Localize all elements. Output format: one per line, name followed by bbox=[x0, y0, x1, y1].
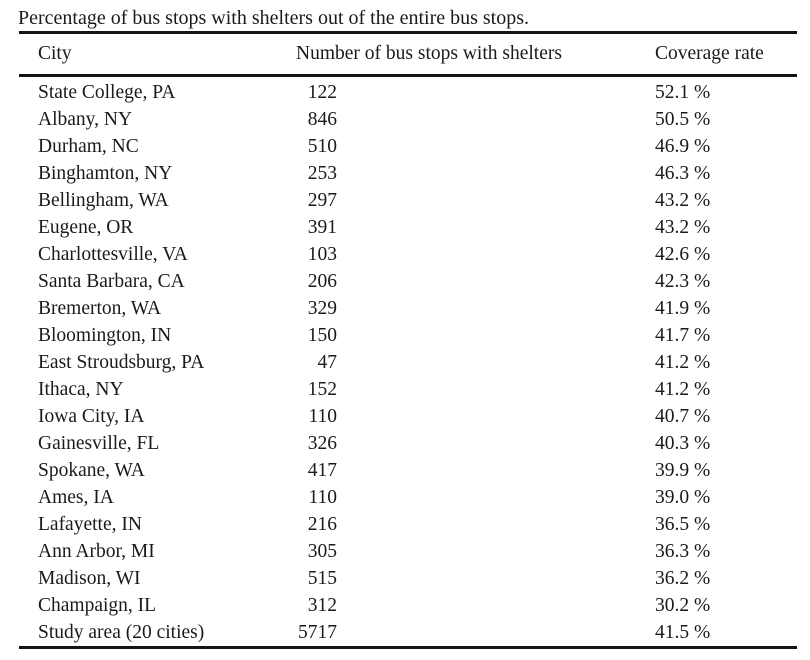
table-row: Iowa City, IA 110 40.7 % bbox=[19, 403, 797, 430]
coverage-rate-cell: 42.3 % bbox=[655, 271, 711, 292]
city-cell: Madison, WI bbox=[38, 568, 141, 589]
table-row: Spokane, WA 417 39.9 % bbox=[19, 457, 797, 484]
city-cell: Binghamton, NY bbox=[38, 163, 173, 184]
column-header-city: City bbox=[38, 43, 72, 64]
table-row: Durham, NC 510 46.9 % bbox=[19, 133, 797, 160]
coverage-rate-cell: 40.3 % bbox=[655, 433, 711, 454]
coverage-rate-cell: 36.3 % bbox=[655, 541, 711, 562]
coverage-rate-cell: 42.6 % bbox=[655, 244, 711, 265]
shelters-count-cell: 216 bbox=[307, 514, 337, 535]
city-cell: Lafayette, IN bbox=[38, 514, 142, 535]
table-body: State College, PA 122 52.1 % Albany, NY … bbox=[19, 79, 797, 646]
table-row: Binghamton, NY 253 46.3 % bbox=[19, 160, 797, 187]
table-row: Bloomington, IN 150 41.7 % bbox=[19, 322, 797, 349]
coverage-rate-cell: 41.7 % bbox=[655, 325, 711, 346]
shelters-count-cell: 103 bbox=[307, 244, 337, 265]
shelters-count-cell: 391 bbox=[307, 217, 337, 238]
coverage-rate-cell: 36.2 % bbox=[655, 568, 711, 589]
city-cell: Bremerton, WA bbox=[38, 298, 162, 319]
city-cell: Ames, IA bbox=[38, 487, 114, 508]
shelters-count-cell: 47 bbox=[317, 352, 338, 373]
city-cell: Spokane, WA bbox=[38, 460, 145, 481]
table-header-row: City Number of bus stops with shelters C… bbox=[19, 34, 797, 74]
coverage-rate-cell: 41.5 % bbox=[655, 622, 711, 643]
shelters-count-cell: 152 bbox=[307, 379, 337, 400]
shelters-count-cell: 110 bbox=[308, 406, 337, 427]
city-cell: East Stroudsburg, PA bbox=[38, 352, 205, 373]
shelters-count-cell: 305 bbox=[307, 541, 337, 562]
top-rule bbox=[19, 31, 797, 34]
table-row: Eugene, OR 391 43.2 % bbox=[19, 214, 797, 241]
table-row: State College, PA 122 52.1 % bbox=[19, 79, 797, 106]
coverage-rate-cell: 46.9 % bbox=[655, 136, 711, 157]
coverage-rate-cell: 52.1 % bbox=[655, 82, 711, 103]
header-rule bbox=[19, 74, 797, 77]
table-row: Santa Barbara, CA 206 42.3 % bbox=[19, 268, 797, 295]
table-row: Albany, NY 846 50.5 % bbox=[19, 106, 797, 133]
table-row: Ann Arbor, MI 305 36.3 % bbox=[19, 538, 797, 565]
city-cell: Ann Arbor, MI bbox=[38, 541, 155, 562]
coverage-rate-cell: 50.5 % bbox=[655, 109, 711, 130]
shelters-count-cell: 150 bbox=[307, 325, 337, 346]
city-cell: Champaign, IL bbox=[38, 595, 157, 616]
coverage-rate-cell: 46.3 % bbox=[655, 163, 711, 184]
city-cell: Ithaca, NY bbox=[38, 379, 124, 400]
city-cell: Bloomington, IN bbox=[38, 325, 172, 346]
table-row: East Stroudsburg, PA 47 41.2 % bbox=[19, 349, 797, 376]
shelters-count-cell: 510 bbox=[307, 136, 337, 157]
coverage-rate-cell: 41.9 % bbox=[655, 298, 711, 319]
table-row: Gainesville, FL 326 40.3 % bbox=[19, 430, 797, 457]
table-row: Study area (20 cities) 5717 41.5 % bbox=[19, 619, 797, 646]
shelters-count-cell: 206 bbox=[307, 271, 337, 292]
city-cell: Durham, NC bbox=[38, 136, 139, 157]
table-row: Ithaca, NY 152 41.2 % bbox=[19, 376, 797, 403]
city-cell: Bellingham, WA bbox=[38, 190, 169, 211]
coverage-rate-cell: 30.2 % bbox=[655, 595, 711, 616]
column-header-coverage-rate: Coverage rate bbox=[655, 43, 764, 64]
shelters-count-cell: 515 bbox=[307, 568, 337, 589]
shelters-count-cell: 329 bbox=[307, 298, 337, 319]
table-row: Bremerton, WA 329 41.9 % bbox=[19, 295, 797, 322]
city-cell: Gainesville, FL bbox=[38, 433, 160, 454]
city-cell: Santa Barbara, CA bbox=[38, 271, 185, 292]
coverage-rate-cell: 39.0 % bbox=[655, 487, 711, 508]
coverage-rate-cell: 43.2 % bbox=[655, 217, 711, 238]
city-cell: Study area (20 cities) bbox=[38, 622, 205, 643]
table-row: Madison, WI 515 36.2 % bbox=[19, 565, 797, 592]
shelters-count-cell: 326 bbox=[307, 433, 337, 454]
shelters-count-cell: 5717 bbox=[298, 622, 337, 643]
city-cell: Iowa City, IA bbox=[38, 406, 145, 427]
shelters-count-cell: 297 bbox=[307, 190, 337, 211]
shelters-count-cell: 110 bbox=[308, 487, 337, 508]
column-header-shelters: Number of bus stops with shelters bbox=[296, 43, 562, 64]
shelters-count-cell: 122 bbox=[307, 82, 337, 103]
city-cell: Albany, NY bbox=[38, 109, 133, 130]
city-cell: Eugene, OR bbox=[38, 217, 134, 238]
coverage-rate-cell: 41.2 % bbox=[655, 352, 711, 373]
table-row: Ames, IA 110 39.0 % bbox=[19, 484, 797, 511]
city-cell: State College, PA bbox=[38, 82, 176, 103]
city-cell: Charlottesville, VA bbox=[38, 244, 188, 265]
table-row: Lafayette, IN 216 36.5 % bbox=[19, 511, 797, 538]
coverage-rate-cell: 41.2 % bbox=[655, 379, 711, 400]
shelters-count-cell: 417 bbox=[307, 460, 337, 481]
coverage-rate-cell: 40.7 % bbox=[655, 406, 711, 427]
table-caption: Percentage of bus stops with shelters ou… bbox=[18, 7, 530, 29]
shelters-count-cell: 312 bbox=[307, 595, 337, 616]
coverage-rate-cell: 39.9 % bbox=[655, 460, 711, 481]
table-row: Bellingham, WA 297 43.2 % bbox=[19, 187, 797, 214]
table-row: Champaign, IL 312 30.2 % bbox=[19, 592, 797, 619]
shelters-count-cell: 253 bbox=[307, 163, 337, 184]
coverage-rate-cell: 36.5 % bbox=[655, 514, 711, 535]
coverage-rate-cell: 43.2 % bbox=[655, 190, 711, 211]
bottom-rule bbox=[19, 646, 797, 649]
shelters-count-cell: 846 bbox=[307, 109, 337, 130]
table-row: Charlottesville, VA 103 42.6 % bbox=[19, 241, 797, 268]
